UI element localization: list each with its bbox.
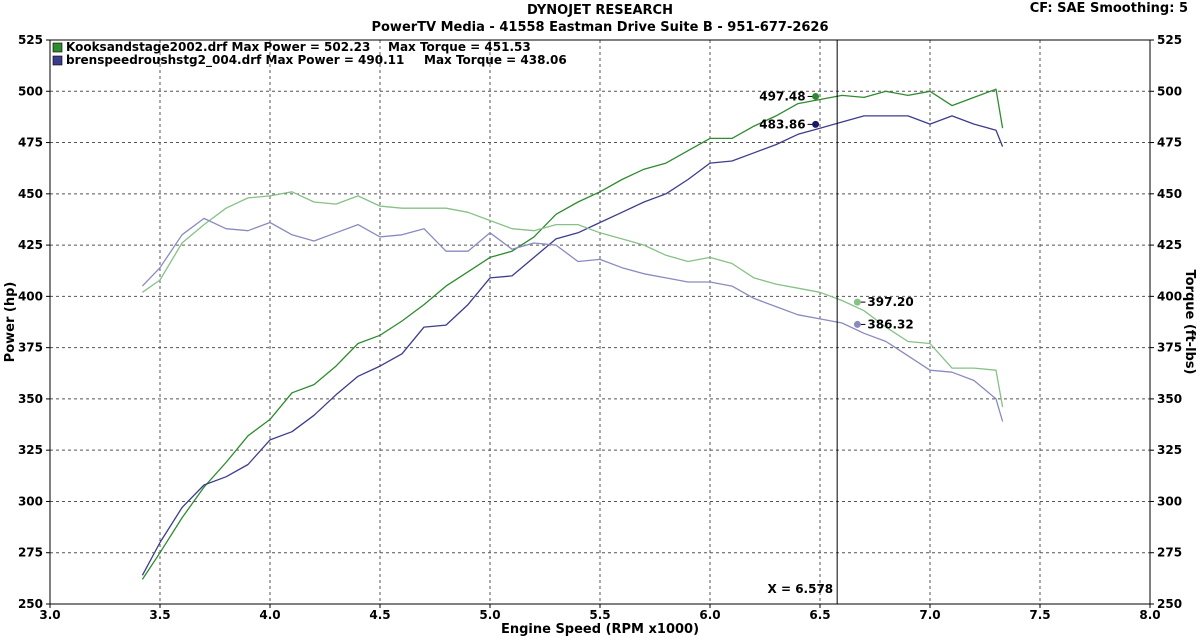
x-tick-label: 5.5 — [589, 608, 610, 622]
legend-entry-name: Kooksandstage2002.drf Max Power = 502.23 — [66, 40, 370, 54]
y-tick-label-right: 500 — [1157, 84, 1182, 98]
y-tick-label-right: 400 — [1157, 289, 1182, 303]
marker-value-label: 497.48 — [759, 89, 805, 103]
legend-swatch — [52, 55, 63, 66]
y-tick-label-left: 325 — [18, 443, 43, 457]
legend-entry-torque: Max Torque = 438.06 — [424, 53, 567, 67]
series-line-torque — [142, 191, 1004, 408]
x-tick-label: 6.0 — [699, 608, 720, 622]
y-tick-label-right: 250 — [1157, 597, 1182, 611]
y-tick-label-left: 250 — [18, 597, 43, 611]
y-tick-label-left: 425 — [18, 238, 43, 252]
y-tick-label-left: 525 — [18, 33, 43, 47]
legend-entry-name: brenspeedroushstg2_004.drf Max Power = 4… — [66, 53, 404, 68]
x-tick-label: 3.0 — [39, 608, 60, 622]
y-tick-label-left: 475 — [18, 136, 43, 150]
chart-subtitle: PowerTV Media - 41558 Eastman Drive Suit… — [371, 20, 829, 35]
x-tick-label: 7.5 — [1029, 608, 1050, 622]
y-tick-label-right: 350 — [1157, 392, 1182, 406]
x-tick-label: 3.5 — [149, 608, 170, 622]
legend: Kooksandstage2002.drf Max Power = 502.23… — [52, 40, 567, 68]
y-tick-label-right: 525 — [1157, 33, 1182, 47]
x-tick-label: 4.5 — [369, 608, 390, 622]
y-tick-label-left: 400 — [18, 289, 43, 303]
series-lines — [141, 88, 1004, 580]
y-tick-label-left: 450 — [18, 187, 43, 201]
legend-swatch — [52, 42, 63, 53]
y-tick-label-left: 350 — [18, 392, 43, 406]
settings-readout: CF: SAE Smoothing: 5 — [1029, 1, 1188, 16]
y-axis-label-left: Power (hp) — [3, 282, 18, 363]
x-tick-label: 7.0 — [919, 608, 940, 622]
series-line-power — [141, 88, 1004, 580]
cursor-readout: X = 6.578 — [768, 582, 834, 596]
y-tick-label-right: 375 — [1157, 341, 1182, 355]
axis-labels: Engine Speed (RPM x1000) Power (hp) Torq… — [3, 269, 1197, 637]
y-tick-label-right: 475 — [1157, 136, 1182, 150]
y-tick-label-right: 275 — [1157, 546, 1182, 560]
series-line-power — [141, 115, 1004, 576]
chart-title: DYNOJET RESEARCH — [527, 3, 673, 18]
x-tick-label: 5.0 — [479, 608, 500, 622]
x-tick-label: 6.5 — [809, 608, 830, 622]
value-markers: 497.48 483.86 397.20 386.32 — [759, 89, 913, 331]
y-tick-label-right: 325 — [1157, 443, 1182, 457]
y-tick-label-right: 425 — [1157, 238, 1182, 252]
marker-value-label: 483.86 — [759, 117, 805, 131]
y-tick-label-left: 375 — [18, 341, 43, 355]
marker-point — [853, 298, 861, 306]
y-tick-label-right: 450 — [1157, 187, 1182, 201]
legend-entry-torque: Max Torque = 451.53 — [388, 40, 531, 54]
marker-point — [812, 92, 820, 100]
series-line-torque — [141, 217, 1004, 422]
y-tick-label-right: 300 — [1157, 494, 1182, 508]
marker-point — [812, 120, 820, 128]
y-axis-label-right: Torque (ft-lbs) — [1182, 269, 1197, 374]
marker-value-label: 386.32 — [867, 317, 913, 331]
x-tick-label: 4.0 — [259, 608, 280, 622]
cursor: X = 6.578 — [768, 40, 838, 604]
y-tick-label-left: 275 — [18, 546, 43, 560]
grid — [50, 40, 1150, 604]
y-tick-label-left: 300 — [18, 494, 43, 508]
y-tick-label-left: 500 — [18, 84, 43, 98]
marker-value-label: 397.20 — [867, 295, 913, 309]
marker-point — [853, 320, 861, 328]
x-tick-label: 8.0 — [1139, 608, 1160, 622]
x-axis-label: Engine Speed (RPM x1000) — [501, 622, 699, 637]
